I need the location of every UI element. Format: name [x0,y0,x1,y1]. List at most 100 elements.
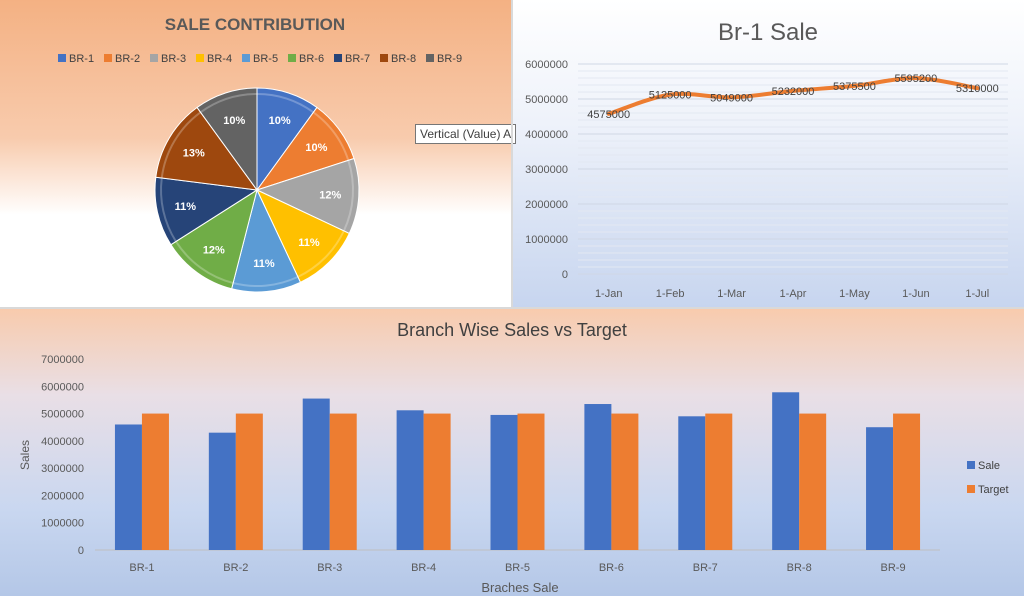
pie-slice-br-4 [255,188,350,283]
legend-swatch-target [967,485,975,493]
pie-data-label-br-4: 11% [298,237,320,249]
bar-y-tick-label: 2000000 [41,490,84,502]
bar-target-br-6 [611,413,639,550]
br1-sale-chart[interactable]: Br-1 Sale 0 1000000 2000000 3000000 4000000 5… [513,0,1024,307]
panel-divider-horizontal [0,307,1024,309]
pie-slice-br-3 [255,157,360,235]
line-y-tick-label: 3000000 [525,164,568,176]
pie-slice-bevel [312,111,350,161]
pie-data-label-br-2: 10% [305,142,327,154]
bar-sale-br-4 [396,410,424,550]
legend-label-br-8: BR-8 [391,53,416,65]
pie-data-label-br-1: 10% [269,115,291,127]
pie-data-label-br-6: 12% [203,244,225,256]
bar-y-tick-label: 4000000 [41,436,84,448]
legend-label-br-1: BR-1 [69,53,94,65]
pie-data-label-br-7: 11% [175,201,197,213]
legend-swatch-br-1 [58,54,66,62]
line-y-tick-labels: 0 1000000 2000000 3000000 4000000 5000000 6000… [525,59,568,281]
pie-slice-br-6 [170,188,258,290]
bar-x-tick-label: BR-7 [693,562,718,574]
pie-slice-bevel [175,240,234,284]
bar-x-tick-label: BR-1 [129,562,154,574]
bar-y-tick-label: 6000000 [41,381,84,393]
line-data-label: 5375500 [833,81,876,93]
legend-swatch-br-9 [426,54,434,62]
legend-swatch-br-7 [334,54,342,62]
panel-divider-vertical [511,0,513,309]
branch-sales-vs-target-chart[interactable]: Branch Wise Sales vs Target 0 1000000 2000… [0,309,1024,596]
line-x-tick-label: 1-May [839,288,870,300]
bar-x-tick-label: BR-4 [411,562,436,574]
legend-label-br-6: BR-6 [299,53,324,65]
legend-swatch-br-6 [288,54,296,62]
bar-sale-br-8 [772,392,800,550]
pie-slice-bevel [232,275,299,287]
line-chart-title: Br-1 Sale [718,19,818,46]
legend-swatch-br-2 [104,54,112,62]
legend-label-target: Target [978,484,1009,496]
line-x-tick-labels: 1-Jan 1-Feb 1-Mar 1-Apr 1-May 1-Jun 1-Jul [595,288,989,300]
legend-swatch-br-8 [380,54,388,62]
bar-target-br-7 [705,413,733,550]
bar-x-tick-label: BR-6 [599,562,624,574]
line-y-tick-label: 0 [562,269,568,281]
bar-sale-br-2 [208,432,236,550]
bar-x-tick-label: BR-3 [317,562,342,574]
line-data-label: 5310000 [956,83,999,95]
bar-target-br-5 [517,413,545,550]
pie-data-label-br-3: 12% [319,190,341,202]
pie-slice-bevel [160,111,202,179]
legend-label-br-7: BR-7 [345,53,370,65]
line-y-tick-label: 1000000 [525,234,568,246]
bar-legend[interactable]: Sale Target [967,460,1009,496]
pie-slice-bevel [342,160,354,232]
legend-swatch-br-4 [196,54,204,62]
pie-data-label-br-9: 10% [223,115,245,127]
pie-chart-svg: SALE CONTRIBUTION BR-1 BR-2 BR-3 BR-4 BR-5 BR… [58,15,462,293]
bar-sale-br-5 [490,414,518,550]
line-y-tick-label: 6000000 [525,59,568,71]
legend-label-sale: Sale [978,460,1000,472]
pie-slice-bevel [297,230,345,278]
bar-y-tick-labels: 0 1000000 2000000 3000000 4000000 5000000 6000… [41,354,84,557]
bar-sale-br-3 [302,398,330,550]
legend-swatch-sale [967,461,975,469]
bar-y-tick-label: 1000000 [41,518,84,530]
pie-legend: BR-1 BR-2 BR-3 BR-4 BR-5 BR-6 BR-7 BR-8 BR-9 [58,53,462,65]
pie-data-label-br-8: 13% [183,148,205,160]
legend-label-br-3: BR-3 [161,53,186,65]
bar-target-br-2 [235,413,263,550]
bar-sale-br-6 [584,404,612,550]
legend-label-br-2: BR-2 [115,53,140,65]
bar-y-tick-label: 0 [78,545,84,557]
bar-target-br-1 [141,413,169,550]
bar-x-tick-label: BR-9 [881,562,906,574]
pie-slice-bevel [199,93,258,114]
pie-slices [154,87,360,293]
bar-y-tick-label: 3000000 [41,463,84,475]
line-data-labels: 4575000 5125000 5049000 5232000 5375500 55952… [587,73,998,121]
line-y-tick-label: 5000000 [525,94,568,106]
bar-sale-br-1 [114,424,142,550]
line-x-tick-label: 1-Jun [902,288,930,300]
legend-label-br-4: BR-4 [207,53,232,65]
bar-sale-br-7 [678,416,706,550]
bar-y-tick-label: 5000000 [41,409,84,421]
bar-series-bars [114,392,921,550]
pie-slice-bevel [160,177,177,242]
bar-x-axis-label: Braches Sale [481,580,558,595]
pie-slice-bevel [256,93,315,114]
line-x-tick-label: 1-Apr [780,288,807,300]
bar-target-br-4 [423,413,451,550]
line-y-tick-label: 2000000 [525,199,568,211]
bar-target-br-8 [799,413,827,550]
bar-x-tick-label: BR-8 [787,562,812,574]
bar-y-tick-label: 7000000 [41,354,84,366]
pie-chart-title: SALE CONTRIBUTION [165,15,345,34]
pie-slice-br-7 [154,176,259,246]
bar-target-br-3 [329,413,357,550]
bar-x-tick-labels: BR-1 BR-2 BR-3 BR-4 BR-5 BR-6 BR-7 BR-8 BR-9 [129,562,905,574]
sale-contribution-chart[interactable]: SALE CONTRIBUTION BR-1 BR-2 BR-3 BR-4 BR-5 BR… [0,0,511,307]
bar-chart-svg: Branch Wise Sales vs Target 0 1000000 2000… [18,320,1009,595]
